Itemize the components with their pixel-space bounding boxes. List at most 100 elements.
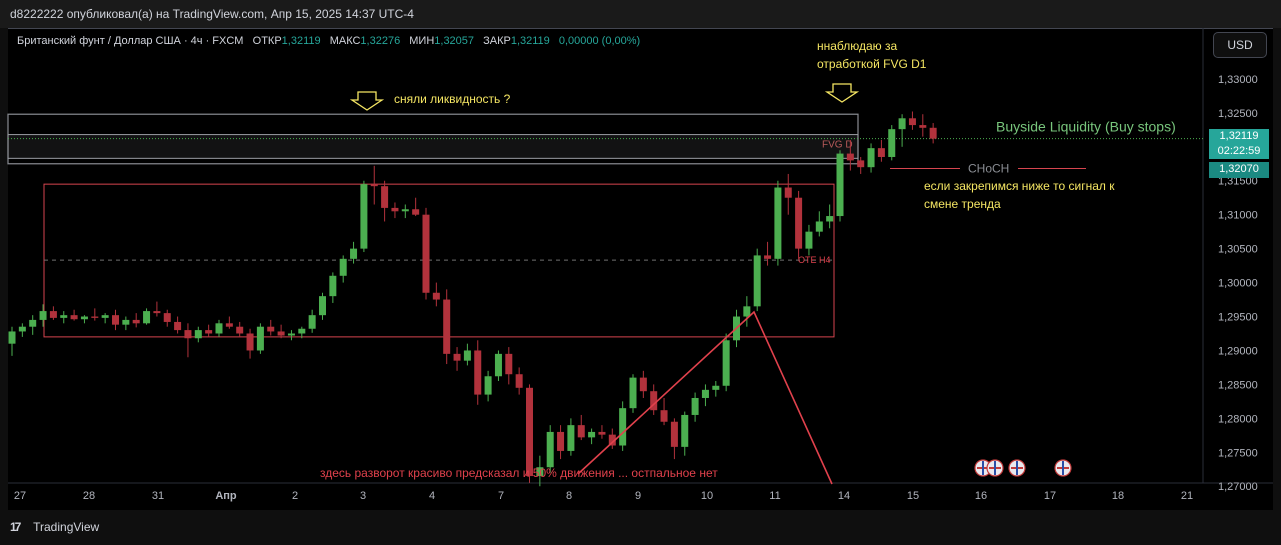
candle-body — [39, 311, 47, 320]
candlestick-chart[interactable]: 1,33000 1,32500 1,31500 1,31000 1,30500 1,300… — [0, 28, 1281, 510]
candle-body — [132, 319, 140, 324]
candle-body — [494, 353, 502, 377]
last-price-tag: 1,32119 02:22:59 — [1209, 129, 1269, 159]
candle-body — [888, 129, 896, 157]
tradingview-brand: TradingView — [33, 520, 100, 534]
candle-body — [70, 315, 78, 320]
candle-body — [608, 434, 616, 446]
low-label: МИН — [409, 35, 435, 47]
candle-body — [515, 374, 523, 388]
candle-body — [60, 315, 68, 318]
candle-body — [122, 319, 130, 325]
candle-body — [908, 118, 916, 126]
watch-annotation: ннаблюдаю за — [817, 39, 898, 53]
x-tick-label: 8 — [566, 490, 572, 502]
y-tick-label: 1,31000 — [1218, 210, 1258, 222]
y-tick-label: 1,28500 — [1218, 379, 1258, 391]
x-tick-label: 2 — [292, 490, 298, 502]
currency-button[interactable]: USD — [1213, 32, 1267, 58]
candle-body — [112, 315, 119, 325]
candle-body — [867, 148, 875, 168]
candle-body — [857, 160, 865, 168]
open-value: 1,32119 — [281, 35, 321, 47]
x-tick-label: 21 — [1181, 490, 1193, 502]
publish-header: d8222222 опубликовал(а) на TradingView.c… — [0, 0, 1281, 28]
candle-body — [619, 408, 627, 446]
candle-body — [846, 153, 854, 161]
countdown-value: 02:22:59 — [1217, 145, 1261, 157]
candle-body — [701, 389, 709, 398]
candle-body — [329, 275, 337, 297]
candle-body — [743, 306, 751, 317]
candle-body — [484, 376, 492, 395]
signal-annotation: смене тренда — [924, 197, 1001, 211]
candle-body — [319, 296, 326, 316]
last-price-value: 1,32119 — [1219, 130, 1259, 142]
candle-body — [194, 330, 202, 339]
close-label: ЗАКР — [483, 35, 511, 47]
y-tick-label: 1,27500 — [1218, 447, 1258, 459]
candle-body — [236, 326, 244, 334]
candle-body — [184, 330, 192, 339]
candle-body — [639, 377, 647, 392]
candle-body — [557, 431, 565, 451]
choch-label: CHoCH — [968, 162, 1009, 176]
x-tick-label: 31 — [152, 490, 164, 502]
symbol-info: Британский фунт / Доллар США · 4ч · FXCM… — [17, 35, 646, 47]
candle-body — [805, 231, 813, 249]
candle-body — [784, 187, 792, 198]
candle-body — [505, 353, 513, 375]
x-tick-label: 7 — [498, 490, 504, 502]
y-tick-label: 1,31500 — [1218, 176, 1258, 188]
candle-body — [815, 221, 823, 232]
x-tick-label: 11 — [769, 490, 780, 502]
candle-body — [308, 315, 316, 329]
candle-body — [526, 387, 533, 477]
x-tick-label: 17 — [1044, 490, 1056, 502]
tradingview-logo[interactable]: 17 TradingView — [10, 520, 99, 534]
candle-body — [225, 323, 233, 327]
candle-body — [691, 397, 699, 415]
candle-body — [267, 326, 275, 332]
x-tick-label: 10 — [701, 490, 713, 502]
trend-lines — [577, 310, 833, 485]
close-value: 1,32119 — [510, 35, 550, 47]
candle-body — [929, 127, 937, 139]
high-label: МАКС — [329, 35, 361, 47]
candle-body — [143, 311, 151, 324]
candle-body — [287, 333, 295, 336]
candle-body — [753, 255, 761, 307]
candle-body — [774, 187, 782, 259]
candle-body — [391, 207, 399, 212]
candle-body — [546, 431, 554, 468]
x-tick-label: 16 — [975, 490, 987, 502]
candle-body — [650, 391, 658, 411]
candle-body — [432, 292, 440, 300]
candle-body — [412, 209, 420, 215]
candle-body — [836, 153, 844, 217]
candle-body — [660, 410, 668, 422]
y-tick-label: 1,28000 — [1218, 413, 1258, 425]
candle-body — [205, 330, 213, 334]
y-tick-label: 1,27000 — [1218, 481, 1258, 493]
high-value: 1,32276 — [360, 35, 401, 47]
candle-body — [256, 326, 264, 351]
x-tick-label: 4 — [429, 490, 435, 502]
candle-body — [898, 118, 906, 130]
candle-body — [339, 258, 347, 276]
fvg-label: FVG D — [822, 140, 853, 151]
candle-body — [101, 315, 109, 318]
candle-body — [381, 186, 389, 208]
candle-body — [826, 216, 834, 222]
x-tick-label: 28 — [83, 490, 95, 502]
candle-body — [443, 299, 451, 354]
y-tick-label: 1,30000 — [1218, 278, 1258, 290]
candle-body — [919, 125, 927, 128]
down-arrow-icon — [349, 91, 385, 111]
marker-price-value: 1,32070 — [1219, 163, 1259, 175]
candle-body — [277, 331, 285, 336]
x-tick-label: Апр — [215, 490, 237, 502]
candle-body — [174, 321, 182, 331]
footer — [0, 510, 1281, 545]
signal-annotation: если закрепимся ниже то сигнал к — [924, 179, 1115, 193]
